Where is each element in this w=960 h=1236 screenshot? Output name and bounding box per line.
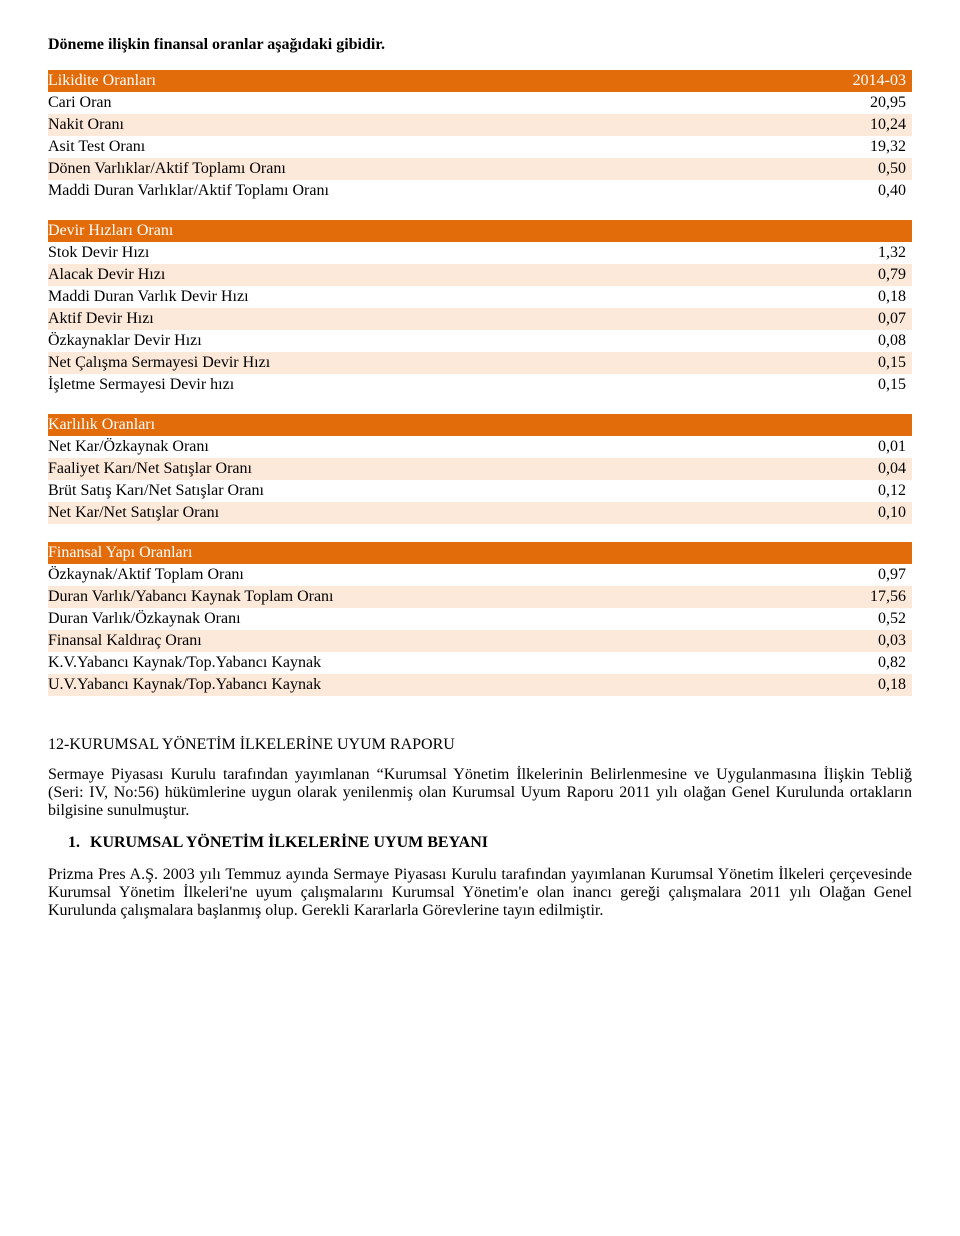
- row-label: Net Çalışma Sermayesi Devir Hızı: [48, 352, 716, 374]
- row-value: 0,03: [716, 630, 912, 652]
- row-label: Nakit Oranı: [48, 114, 716, 136]
- likidite-header-row: Likidite Oranları 2014-03: [48, 70, 912, 92]
- section12-bullet-list: KURUMSAL YÖNETİM İLKELERİNE UYUM BEYANI: [84, 834, 912, 852]
- table-row: Alacak Devir Hızı0,79: [48, 264, 912, 286]
- table-row: Faaliyet Karı/Net Satışlar Oranı0,04: [48, 458, 912, 480]
- row-label: Finansal Kaldıraç Oranı: [48, 630, 716, 652]
- row-value: 0,40: [716, 180, 912, 202]
- section12-bullet1: KURUMSAL YÖNETİM İLKELERİNE UYUM BEYANI: [84, 834, 912, 852]
- finansal-table: Finansal Yapı Oranları Özkaynak/Aktif To…: [48, 542, 912, 696]
- likidite-header-label: Likidite Oranları: [48, 70, 716, 92]
- row-value: 0,18: [716, 674, 912, 696]
- finansal-header-row: Finansal Yapı Oranları: [48, 542, 912, 564]
- devir-header-label: Devir Hızları Oranı: [48, 220, 716, 242]
- table-row: Özkaynaklar Devir Hızı0,08: [48, 330, 912, 352]
- table-row: Cari Oran20,95: [48, 92, 912, 114]
- row-label: Asit Test Oranı: [48, 136, 716, 158]
- row-label: Maddi Duran Varlık Devir Hızı: [48, 286, 716, 308]
- row-value: 0,07: [716, 308, 912, 330]
- row-value: 0,01: [716, 436, 912, 458]
- row-value: 19,32: [716, 136, 912, 158]
- section12-heading: 12-KURUMSAL YÖNETİM İLKELERİNE UYUM RAPO…: [48, 736, 912, 754]
- row-value: 0,15: [716, 352, 912, 374]
- row-value: 10,24: [716, 114, 912, 136]
- karlilik-header-row: Karlılık Oranları: [48, 414, 912, 436]
- row-label: Cari Oran: [48, 92, 716, 114]
- row-value: 17,56: [716, 586, 912, 608]
- row-value: 0,08: [716, 330, 912, 352]
- table-row: Net Çalışma Sermayesi Devir Hızı0,15: [48, 352, 912, 374]
- finansal-header-value: [716, 542, 912, 564]
- karlilik-header-value: [716, 414, 912, 436]
- section12-para2: Prizma Pres A.Ş. 2003 yılı Temmuz ayında…: [48, 866, 912, 920]
- table-row: U.V.Yabancı Kaynak/Top.Yabancı Kaynak0,1…: [48, 674, 912, 696]
- row-label: Duran Varlık/Yabancı Kaynak Toplam Oranı: [48, 586, 716, 608]
- row-value: 0,97: [716, 564, 912, 586]
- intro-text: Döneme ilişkin finansal oranlar aşağıdak…: [48, 36, 912, 54]
- row-label: Faaliyet Karı/Net Satışlar Oranı: [48, 458, 716, 480]
- table-row: K.V.Yabancı Kaynak/Top.Yabancı Kaynak0,8…: [48, 652, 912, 674]
- row-label: Aktif Devir Hızı: [48, 308, 716, 330]
- karlilik-table: Karlılık Oranları Net Kar/Özkaynak Oranı…: [48, 414, 912, 524]
- table-row: Duran Varlık/Özkaynak Oranı0,52: [48, 608, 912, 630]
- table-row: Maddi Duran Varlıklar/Aktif Toplamı Oran…: [48, 180, 912, 202]
- row-value: 0,12: [716, 480, 912, 502]
- likidite-header-value: 2014-03: [716, 70, 912, 92]
- devir-header-row: Devir Hızları Oranı: [48, 220, 912, 242]
- table-row: Nakit Oranı10,24: [48, 114, 912, 136]
- table-row: Maddi Duran Varlık Devir Hızı0,18: [48, 286, 912, 308]
- table-row: Özkaynak/Aktif Toplam Oranı0,97: [48, 564, 912, 586]
- row-value: 0,50: [716, 158, 912, 180]
- table-row: Duran Varlık/Yabancı Kaynak Toplam Oranı…: [48, 586, 912, 608]
- row-label: Net Kar/Özkaynak Oranı: [48, 436, 716, 458]
- row-label: K.V.Yabancı Kaynak/Top.Yabancı Kaynak: [48, 652, 716, 674]
- row-label: Brüt Satış Karı/Net Satışlar Oranı: [48, 480, 716, 502]
- row-value: 0,15: [716, 374, 912, 396]
- row-label: Net Kar/Net Satışlar Oranı: [48, 502, 716, 524]
- devir-table: Devir Hızları Oranı Stok Devir Hızı1,32 …: [48, 220, 912, 396]
- table-row: Net Kar/Net Satışlar Oranı0,10: [48, 502, 912, 524]
- row-value: 1,32: [716, 242, 912, 264]
- row-value: 0,18: [716, 286, 912, 308]
- table-row: Stok Devir Hızı1,32: [48, 242, 912, 264]
- likidite-table: Likidite Oranları 2014-03 Cari Oran20,95…: [48, 70, 912, 202]
- row-value: 0,04: [716, 458, 912, 480]
- table-row: İşletme Sermayesi Devir hızı0,15: [48, 374, 912, 396]
- table-row: Net Kar/Özkaynak Oranı0,01: [48, 436, 912, 458]
- table-row: Brüt Satış Karı/Net Satışlar Oranı0,12: [48, 480, 912, 502]
- row-label: Stok Devir Hızı: [48, 242, 716, 264]
- table-row: Asit Test Oranı19,32: [48, 136, 912, 158]
- row-label: Özkaynaklar Devir Hızı: [48, 330, 716, 352]
- table-row: Finansal Kaldıraç Oranı0,03: [48, 630, 912, 652]
- row-value: 20,95: [716, 92, 912, 114]
- finansal-header-label: Finansal Yapı Oranları: [48, 542, 716, 564]
- row-label: Maddi Duran Varlıklar/Aktif Toplamı Oran…: [48, 180, 716, 202]
- table-row: Aktif Devir Hızı0,07: [48, 308, 912, 330]
- table-row: Dönen Varlıklar/Aktif Toplamı Oranı0,50: [48, 158, 912, 180]
- row-value: 0,52: [716, 608, 912, 630]
- karlilik-header-label: Karlılık Oranları: [48, 414, 716, 436]
- row-label: İşletme Sermayesi Devir hızı: [48, 374, 716, 396]
- row-label: Dönen Varlıklar/Aktif Toplamı Oranı: [48, 158, 716, 180]
- row-value: 0,10: [716, 502, 912, 524]
- row-label: Duran Varlık/Özkaynak Oranı: [48, 608, 716, 630]
- row-label: Alacak Devir Hızı: [48, 264, 716, 286]
- section12-para1: Sermaye Piyasası Kurulu tarafından yayım…: [48, 766, 912, 820]
- row-value: 0,82: [716, 652, 912, 674]
- devir-header-value: [716, 220, 912, 242]
- row-label: Özkaynak/Aktif Toplam Oranı: [48, 564, 716, 586]
- row-label: U.V.Yabancı Kaynak/Top.Yabancı Kaynak: [48, 674, 716, 696]
- row-value: 0,79: [716, 264, 912, 286]
